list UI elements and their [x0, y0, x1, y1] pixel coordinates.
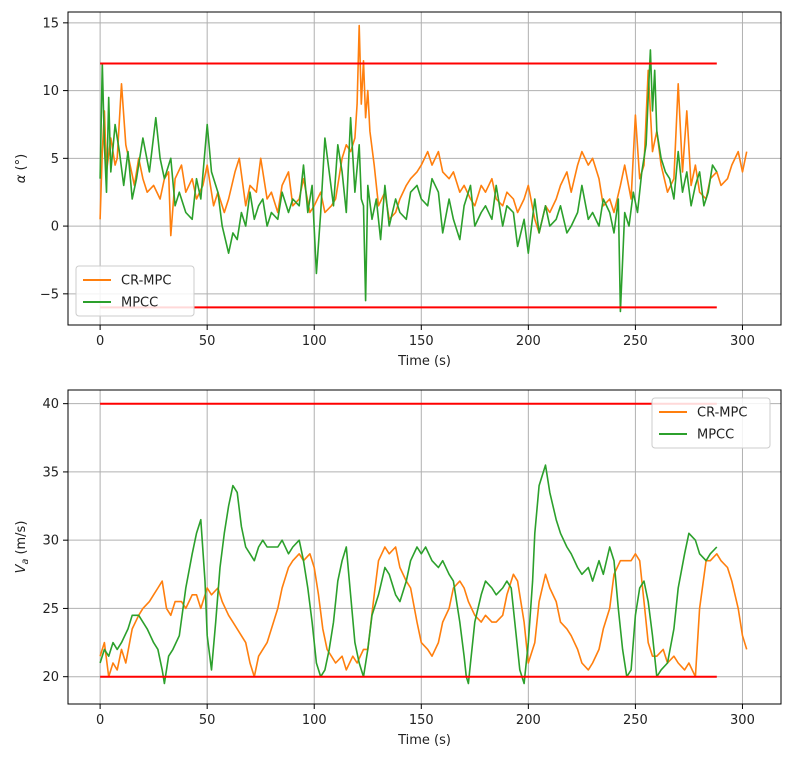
- y-tick-label: 0: [51, 220, 59, 235]
- x-tick-label: 200: [516, 334, 541, 349]
- x-tick-label: 100: [302, 334, 327, 349]
- y-tick-label: 30: [42, 534, 59, 549]
- y-tick-label: 35: [42, 465, 59, 480]
- x-tick-label: 300: [730, 334, 755, 349]
- x-tick-label: 150: [409, 334, 434, 349]
- x-axis-label: Time (s): [397, 354, 451, 369]
- y-axis-label: α (°): [14, 154, 29, 183]
- legend-box: [75, 265, 195, 317]
- legend-label-mpcc: MPCC: [697, 428, 734, 443]
- x-tick-label: 0: [96, 713, 104, 728]
- y-tick-label: 5: [51, 152, 59, 167]
- legend-label-mpcc: MPCC: [121, 296, 158, 311]
- x-tick-label: 50: [199, 713, 216, 728]
- x-tick-label: 150: [409, 713, 434, 728]
- legend-box: [651, 397, 771, 449]
- x-tick-label: 250: [623, 713, 648, 728]
- chart-panel-1: 0 50 100 150 200 250 300 −5 0 5 10 15 Time (s) α (°) C…: [14, 11, 782, 369]
- y-tick-label: 40: [42, 397, 59, 412]
- x-tick-label: 300: [730, 713, 755, 728]
- legend-label-cr-mpc: CR-MPC: [697, 406, 747, 421]
- x-tick-label: 250: [623, 334, 648, 349]
- x-tick-label: 100: [302, 713, 327, 728]
- legend: CR-MPC MPCC: [75, 265, 195, 317]
- legend: CR-MPC MPCC: [651, 397, 771, 449]
- x-tick-label: 50: [199, 334, 216, 349]
- y-tick-label: 10: [42, 84, 59, 99]
- series-line-mpcc: [99, 464, 718, 685]
- y-tick-label: 15: [42, 16, 59, 31]
- legend-label-cr-mpc: CR-MPC: [121, 274, 171, 289]
- y-tick-label: 25: [42, 602, 59, 617]
- series-line-cr-mpc: [99, 546, 748, 678]
- x-tick-label: 200: [516, 713, 541, 728]
- x-axis-label: Time (s): [397, 733, 451, 748]
- y-tick-label: −5: [40, 287, 59, 302]
- series-line-mpcc: [99, 49, 718, 313]
- series-line-cr-mpc: [99, 24, 748, 237]
- axes-frame: [67, 11, 782, 326]
- axes-frame: [67, 389, 782, 705]
- y-axis-label: Va (m/s): [14, 521, 31, 574]
- y-tick-label: 20: [42, 670, 59, 685]
- x-tick-label: 0: [96, 334, 104, 349]
- chart-panel-2: 0 50 100 150 200 250 300 20 25 30 35 40 Time (s) Va (…: [14, 389, 782, 748]
